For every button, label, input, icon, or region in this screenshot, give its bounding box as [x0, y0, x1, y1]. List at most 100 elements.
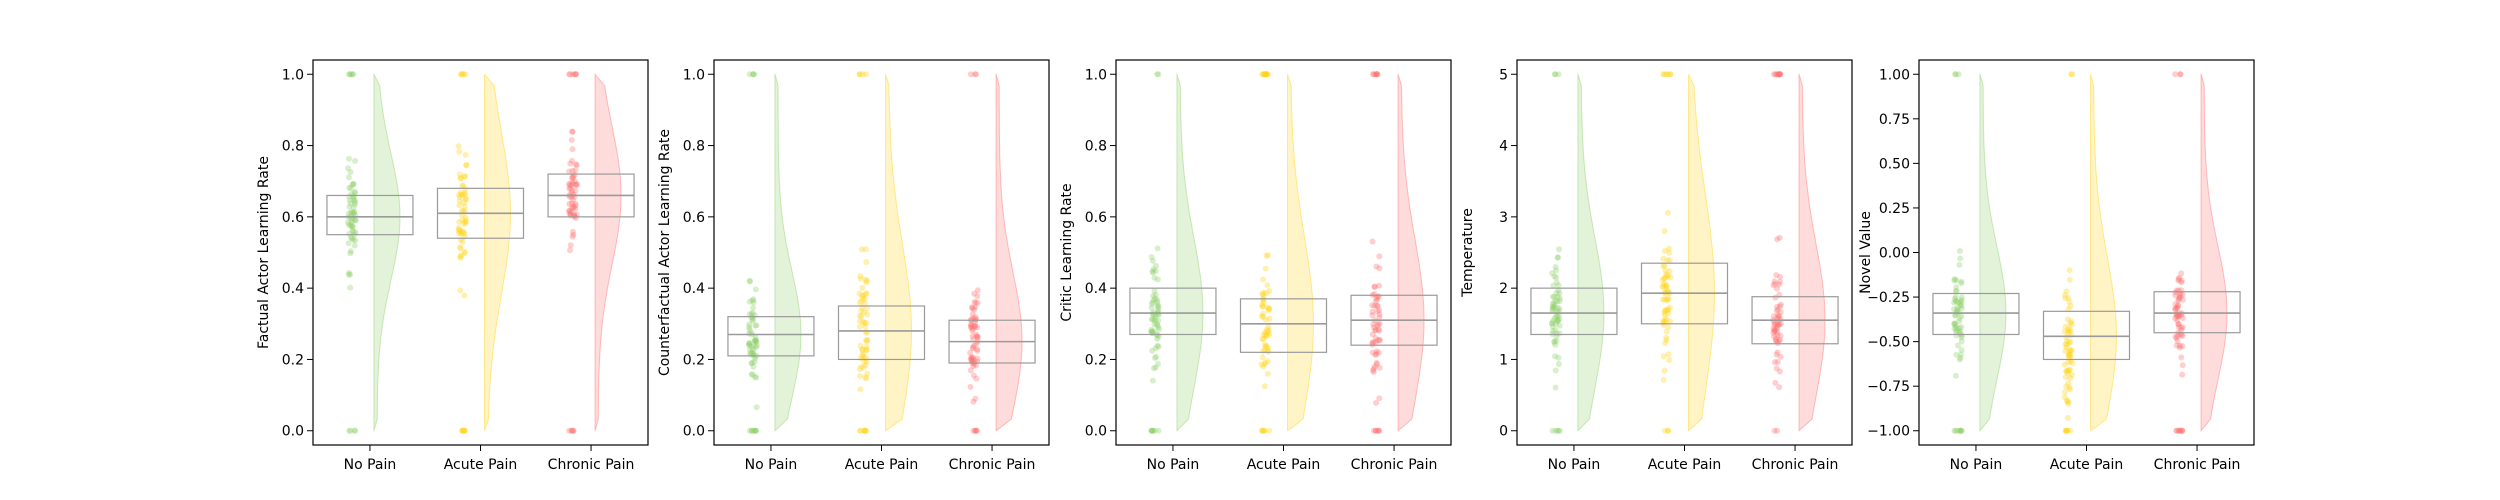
data-point: [2175, 323, 2182, 330]
data-point: [346, 184, 353, 191]
axes-frame: [1516, 59, 1853, 446]
data-point: [858, 308, 865, 314]
data-point: [456, 219, 463, 225]
data-point: [350, 204, 357, 211]
data-point: [569, 197, 576, 204]
data-point: [2065, 359, 2072, 366]
data-point: [1951, 277, 1958, 284]
data-point: [1150, 266, 1157, 273]
data-point: [347, 222, 354, 229]
data-point: [753, 337, 759, 343]
data-point: [457, 189, 464, 196]
data-point: [864, 338, 871, 345]
data-point: [1263, 71, 1270, 78]
data-point: [460, 71, 467, 78]
data-point: [1776, 313, 1783, 320]
data-point: [1152, 295, 1158, 302]
data-point: [2179, 324, 2186, 331]
data-point: [1265, 329, 1272, 335]
data-point: [2063, 334, 2070, 341]
y-tick-label: 1.0: [282, 67, 304, 83]
data-point: [1374, 296, 1380, 303]
data-point: [1155, 427, 1162, 434]
data-point: [2069, 71, 2076, 78]
y-tick-label: 5: [1499, 67, 1508, 83]
data-point: [1264, 71, 1271, 78]
data-point: [1953, 288, 1960, 295]
data-point: [1260, 299, 1267, 306]
data-point: [2064, 338, 2070, 345]
data-point: [974, 300, 981, 306]
data-point: [1958, 347, 1965, 354]
data-point: [1155, 343, 1162, 350]
data-point: [2175, 296, 2182, 303]
data-point: [1374, 308, 1381, 315]
data-point: [1953, 324, 1960, 331]
data-point: [969, 327, 976, 334]
data-point: [2180, 296, 2186, 303]
data-point: [1663, 317, 1669, 324]
data-point: [974, 333, 981, 340]
data-point: [1262, 316, 1269, 323]
data-point: [1956, 248, 1963, 254]
data-point: [2062, 323, 2069, 330]
data-point: [1774, 306, 1781, 313]
data-point: [1772, 335, 1779, 342]
data-point: [2063, 368, 2070, 375]
data-point: [569, 427, 575, 434]
data-point: [856, 299, 863, 306]
data-point: [1376, 337, 1383, 344]
data-point: [1373, 351, 1380, 358]
data-point: [1775, 71, 1782, 78]
y-tick-label: 0.6: [282, 210, 304, 226]
y-tick-label: 0.0: [282, 424, 304, 440]
data-point: [460, 199, 467, 206]
data-point: [348, 71, 354, 78]
data-point: [1773, 338, 1780, 345]
data-point: [347, 271, 354, 278]
x-tick-label: Acute Pain: [1247, 457, 1321, 473]
data-point: [1661, 247, 1668, 254]
data-point: [1369, 349, 1376, 356]
data-point: [2177, 291, 2184, 297]
data-point: [1376, 265, 1383, 272]
data-point: [345, 165, 351, 172]
data-point: [1770, 325, 1777, 332]
data-point: [1150, 297, 1157, 304]
data-point: [569, 128, 576, 135]
data-point: [2179, 427, 2186, 434]
data-point: [1664, 306, 1671, 313]
data-point: [2065, 306, 2072, 313]
data-point: [1664, 209, 1671, 216]
data-point: [1152, 355, 1159, 361]
data-point: [749, 297, 756, 304]
data-point: [1771, 328, 1778, 335]
data-point: [2173, 335, 2180, 342]
data-point: [1372, 298, 1379, 305]
data-point: [1151, 427, 1158, 434]
data-point: [1774, 320, 1781, 327]
data-point: [861, 319, 868, 326]
data-point: [2068, 321, 2075, 328]
data-point: [862, 246, 869, 253]
data-point: [1663, 283, 1670, 290]
data-point: [752, 322, 759, 329]
data-point: [1376, 395, 1383, 402]
data-point: [2064, 398, 2071, 405]
data-point: [1554, 427, 1561, 434]
data-point: [971, 299, 978, 305]
data-point: [746, 342, 752, 349]
data-point: [456, 227, 463, 234]
x-tick-label: No Pain: [1147, 457, 1200, 473]
data-point: [1952, 71, 1959, 78]
data-point: [859, 318, 866, 325]
data-point: [2066, 329, 2073, 336]
y-tick-label: 3: [1499, 210, 1508, 226]
data-point: [862, 276, 869, 283]
data-point: [1259, 291, 1266, 297]
data-point: [1955, 299, 1962, 306]
data-point: [1373, 399, 1379, 406]
data-point: [1372, 427, 1379, 434]
data-point: [1149, 347, 1156, 354]
data-point: [461, 190, 468, 197]
